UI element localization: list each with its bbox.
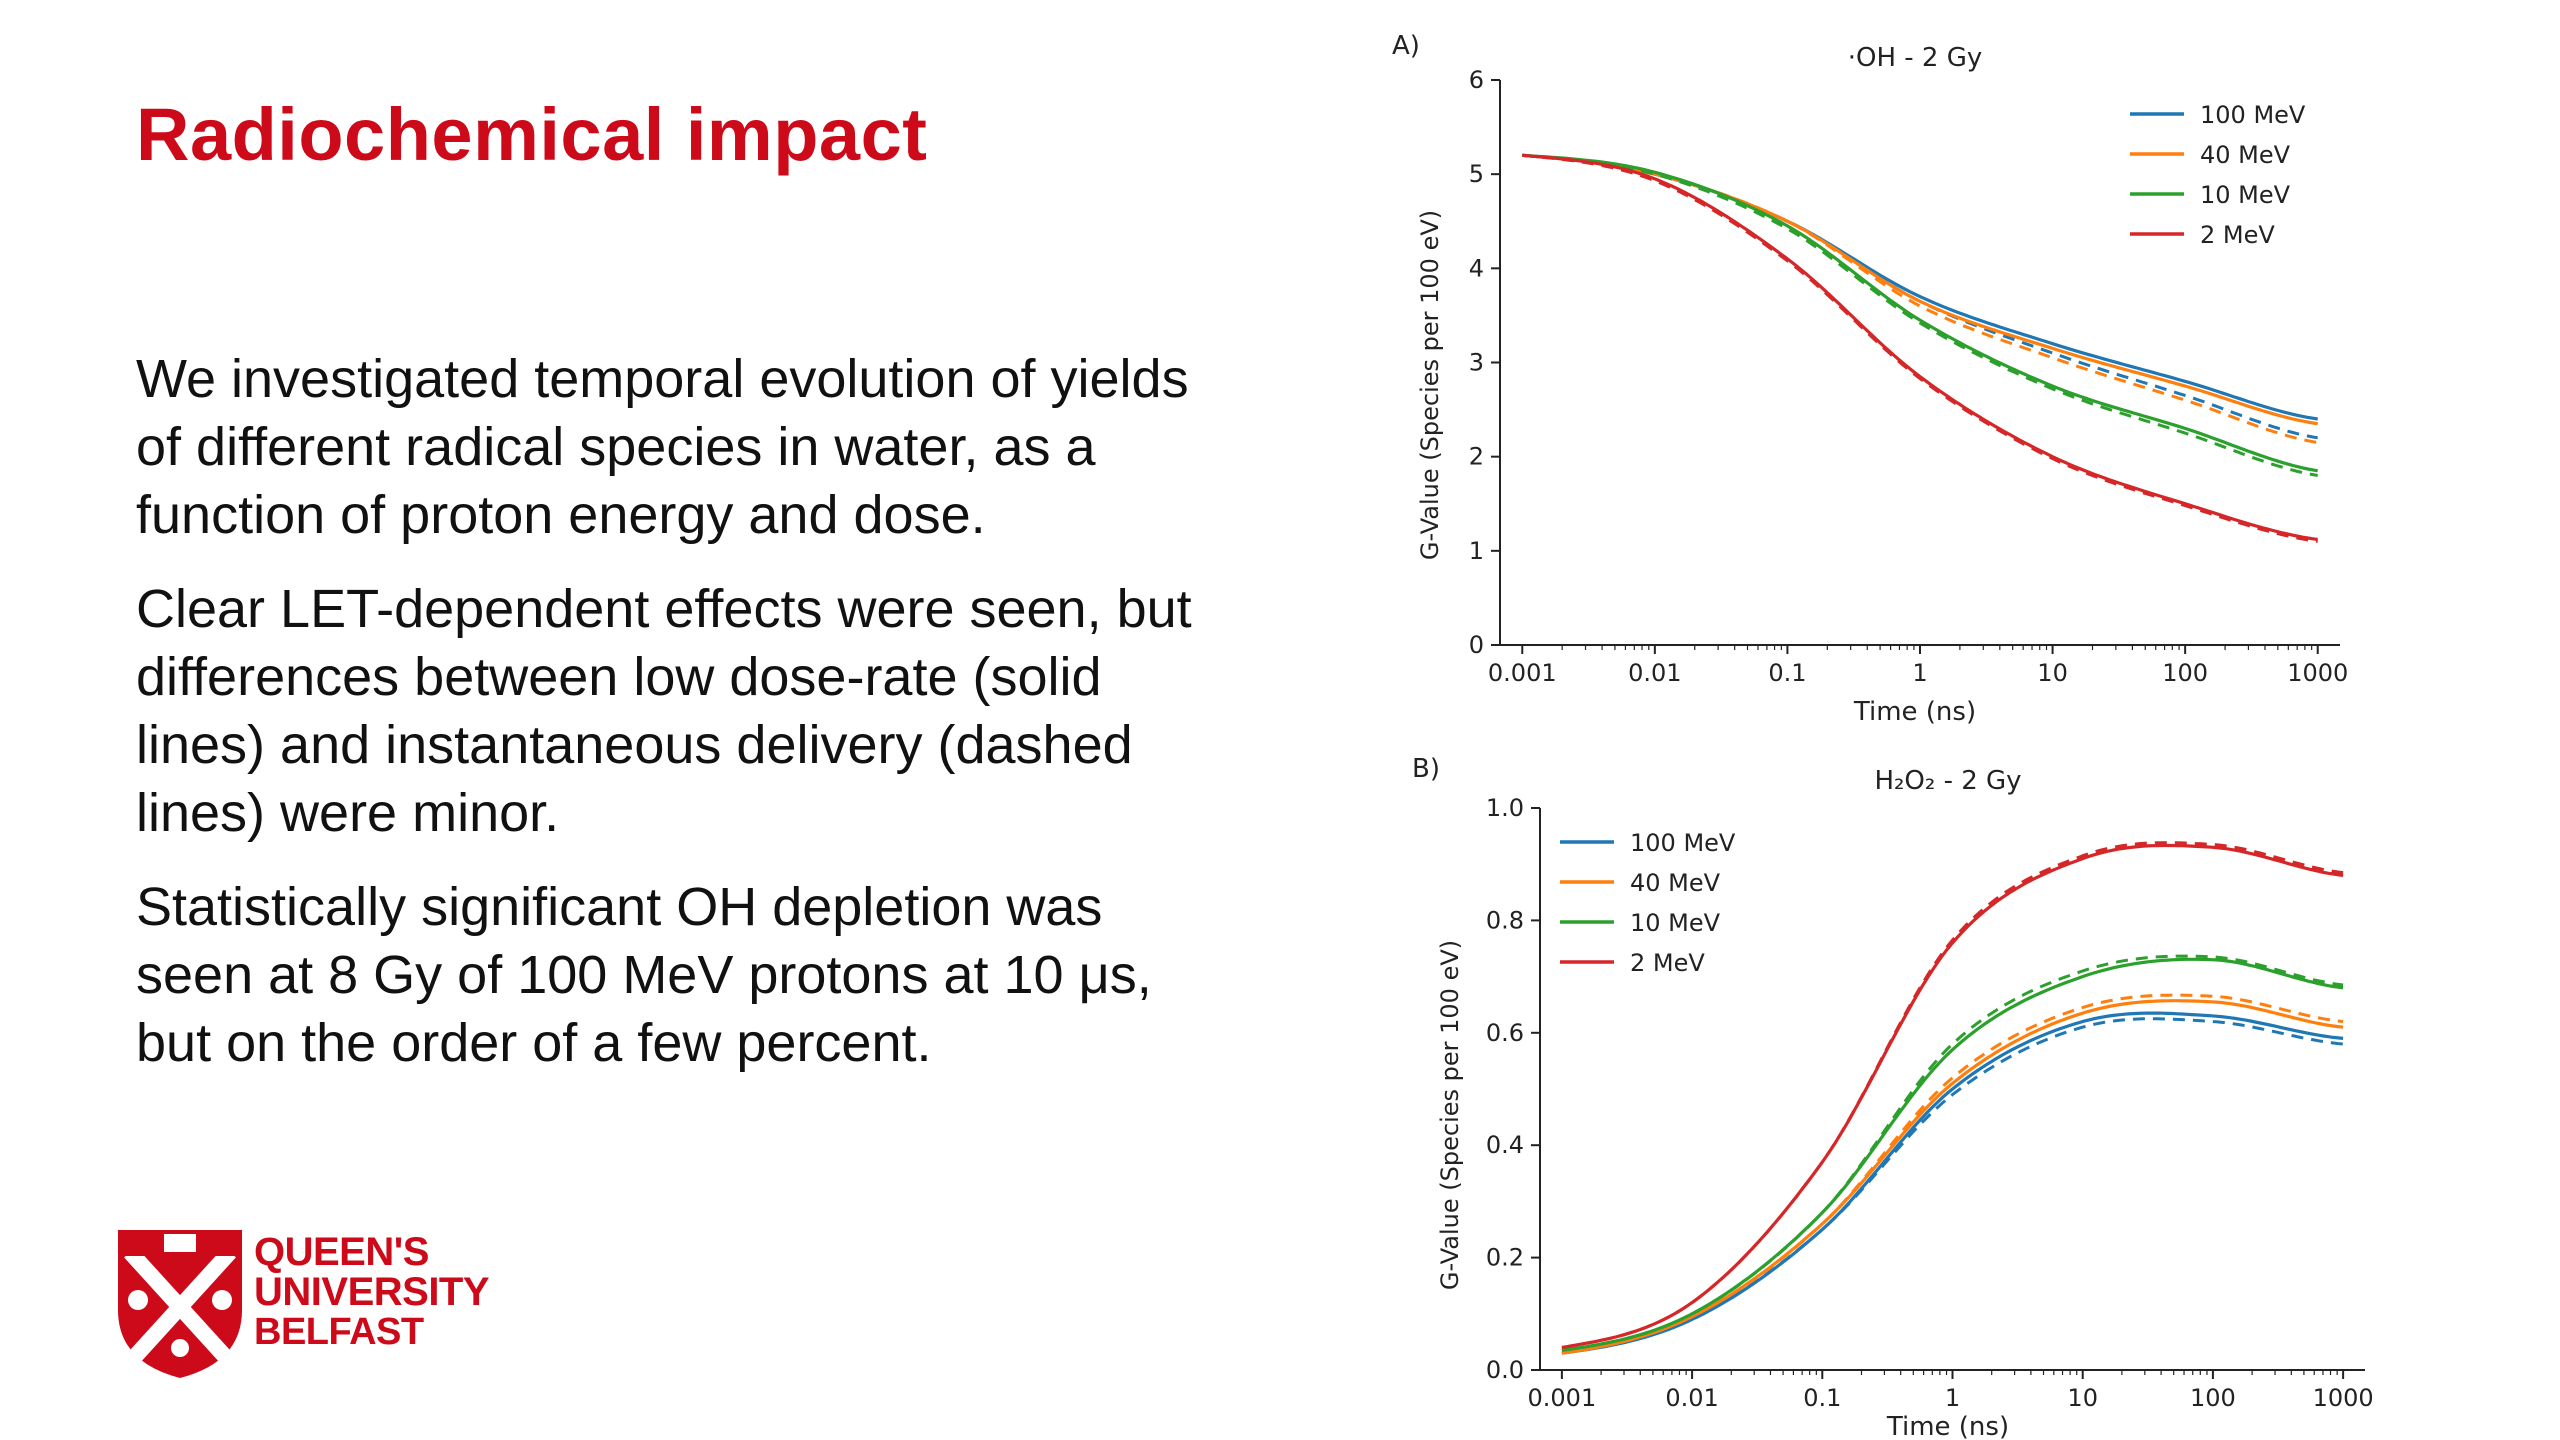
series-line-solid-2 <box>1561 957 2344 1352</box>
y-tick-label: 0.4 <box>1486 1131 1524 1159</box>
x-tick-label: 1 <box>1912 659 1927 687</box>
y-tick-label: 2 <box>1469 443 1484 471</box>
body-text: We investigated temporal evolution of yi… <box>136 345 1196 1103</box>
y-tick-label: 0.8 <box>1486 906 1524 934</box>
legend-label-3: 2 MeV <box>2200 221 2275 249</box>
crest-hand-icon <box>128 1290 148 1310</box>
crest-saltire <box>124 1246 236 1368</box>
x-tick-label: 1000 <box>2313 1384 2374 1412</box>
logo-line-3: BELFAST <box>254 1311 424 1353</box>
series-line-solid-0 <box>1561 1011 2344 1355</box>
plot-area: 0.001 0.01 0.1 1 10 100 1000 0.0 0.2 0.4 0.6 0.8 1.0… <box>1486 794 2374 1412</box>
chart-b-h2o2: B) H₂O₂ - 2 Gy G-Value (Species per 100 … <box>1412 754 2374 1440</box>
y-axis-label: G-Value (Species per 100 eV) <box>1436 940 1464 1290</box>
logo-line-1: QUEEN'S <box>254 1230 429 1274</box>
x-tick-label: 0.001 <box>1528 1384 1597 1412</box>
y-tick-label: 0.6 <box>1486 1019 1524 1047</box>
x-tick-label: 10 <box>2037 659 2068 687</box>
x-tick-label: 0.001 <box>1488 659 1557 687</box>
crest-book-icon <box>164 1234 196 1252</box>
panel-label: A) <box>1392 31 1420 61</box>
series-line-solid-1 <box>1561 999 2344 1355</box>
series-line-dashed-3 <box>1522 153 2318 543</box>
series-line-solid-2 <box>1522 153 2318 473</box>
panel-label: B) <box>1412 754 1440 784</box>
y-tick-label: 0 <box>1469 631 1484 659</box>
x-axis-label: Time (ns) <box>1853 697 1976 727</box>
x-tick-label: 0.1 <box>1768 659 1806 687</box>
y-tick-label: 6 <box>1469 66 1484 94</box>
crest-ship-icon <box>212 1290 232 1310</box>
legend: 100 MeV 40 MeV 10 MeV 2 MeV <box>2130 101 2306 249</box>
series-line-dashed-2 <box>1522 153 2318 477</box>
y-axis-label: G-Value (Species per 100 eV) <box>1416 210 1444 560</box>
legend-label-1: 40 MeV <box>1630 869 1721 897</box>
y-tick-label: 0.0 <box>1486 1356 1524 1384</box>
y-tick-label: 0.2 <box>1486 1244 1524 1272</box>
x-tick-label: 0.01 <box>1628 659 1681 687</box>
paragraph-2: Clear LET-dependent effects were seen, b… <box>136 579 1192 843</box>
y-tick-label: 3 <box>1469 349 1484 377</box>
paragraph-1: We investigated temporal evolution of yi… <box>136 349 1189 545</box>
y-tick-label: 1.0 <box>1486 794 1524 822</box>
y-tick-label: 5 <box>1469 160 1484 188</box>
legend-label-2: 10 MeV <box>1630 909 1721 937</box>
series-line-dashed-3 <box>1561 841 2344 1349</box>
x-tick-label: 0.1 <box>1803 1384 1841 1412</box>
x-tick-label: 100 <box>2190 1384 2236 1412</box>
chart-title: H₂O₂ - 2 Gy <box>1874 766 2021 796</box>
x-tick-label: 1000 <box>2287 659 2348 687</box>
legend-label-0: 100 MeV <box>1630 829 1736 857</box>
legend-label-1: 40 MeV <box>2200 141 2291 169</box>
series-line-dashed-0 <box>1561 1017 2344 1355</box>
plot-area: 0.001 0.01 0.1 1 10 100 1000 0 1 2 3 4 5 6 100 MeV 40 M… <box>1469 66 2349 687</box>
series-line-solid-1 <box>1522 153 2318 426</box>
y-tick-label: 1 <box>1469 537 1484 565</box>
series-line-solid-3 <box>1522 153 2318 542</box>
slide-title: Radiochemical impact <box>136 93 928 176</box>
crest-harp-icon <box>171 1339 189 1357</box>
y-tick-label: 4 <box>1469 254 1484 282</box>
legend-label-0: 100 MeV <box>2200 101 2306 129</box>
logo-text: QUEEN'S UNIVERSITY BELFAST <box>254 1230 490 1353</box>
logo-line-2: UNIVERSITY <box>254 1270 490 1314</box>
x-tick-label: 1 <box>1945 1384 1960 1412</box>
legend-label-3: 2 MeV <box>1630 949 1705 977</box>
legend: 100 MeV 40 MeV 10 MeV 2 MeV <box>1560 829 1736 977</box>
paragraph-3: Statistically significant OH depletion w… <box>136 877 1152 1073</box>
series-line-solid-3 <box>1561 843 2344 1350</box>
university-crest-logo <box>118 1230 242 1378</box>
x-axis-label: Time (ns) <box>1886 1412 2009 1440</box>
legend-label-2: 10 MeV <box>2200 181 2291 209</box>
x-tick-label: 0.01 <box>1665 1384 1718 1412</box>
chart-a-oh: A) ·OH - 2 Gy G-Value (Species per 100 e… <box>1392 31 2349 727</box>
chart-title: ·OH - 2 Gy <box>1848 43 1983 73</box>
series-line-dashed-2 <box>1561 954 2344 1352</box>
x-tick-label: 10 <box>2067 1384 2098 1412</box>
x-tick-label: 100 <box>2162 659 2208 687</box>
